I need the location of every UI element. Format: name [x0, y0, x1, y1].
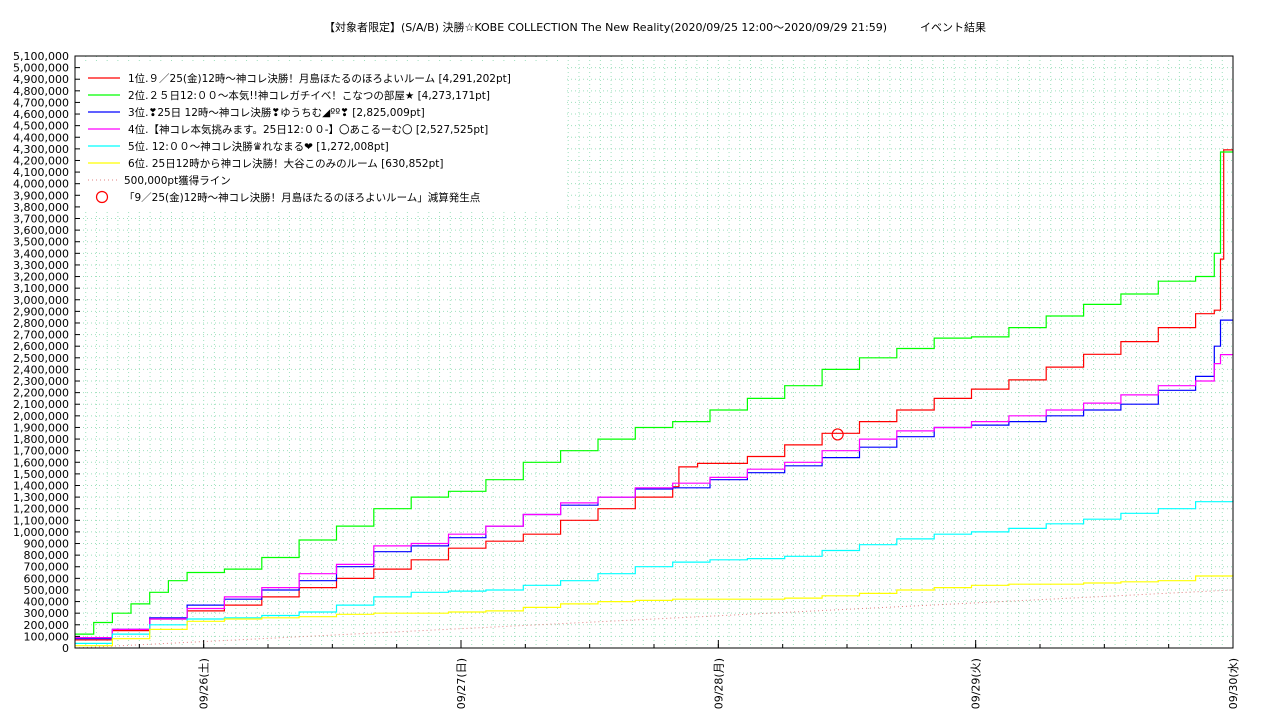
chart-title: 【対象者限定】(S/A/B) 決勝☆KOBE COLLECTION The Ne…	[323, 21, 987, 34]
y-tick-label: 3,500,000	[13, 236, 69, 249]
y-tick-label: 3,100,000	[13, 282, 69, 295]
y-tick-label: 2,300,000	[13, 375, 69, 388]
x-axis: 09/26(土) 09/27(日) 09/28(月) 09/29(火) 09/30(水)	[74, 640, 1240, 709]
series-layer	[75, 149, 1234, 647]
legend-label-5: 5位. 12:００〜神コレ決勝♛れなまる❤ [1,272,008pt]	[128, 140, 389, 153]
y-tick-label: 700,000	[24, 561, 70, 574]
series-line-5	[75, 500, 1234, 644]
y-tick-label: 3,200,000	[13, 271, 69, 284]
y-tick-label: 4,000,000	[13, 178, 69, 191]
series-line-1	[75, 149, 1233, 641]
y-tick-label: 1,300,000	[13, 491, 69, 504]
y-tick-label: 3,000,000	[13, 294, 69, 307]
y-tick-label: 4,600,000	[13, 108, 69, 121]
y-tick-label: 2,900,000	[13, 305, 69, 318]
y-tick-label: 3,400,000	[13, 247, 69, 260]
legend-box	[80, 62, 565, 210]
y-tick-label: 4,700,000	[13, 96, 69, 109]
y-tick-label: 800,000	[24, 549, 70, 562]
y-tick-label: 2,100,000	[13, 398, 69, 411]
y-tick-label: 3,300,000	[13, 259, 69, 272]
legend-swatch-annotation	[95, 190, 109, 204]
y-tick-label: 4,300,000	[13, 143, 69, 156]
y-tick-label: 400,000	[24, 596, 70, 609]
y-tick-label: 4,500,000	[13, 120, 69, 133]
x-tick-label: 09/26(土)	[198, 658, 211, 709]
legend-label-1: 1位.９／25(金)12時〜神コレ決勝！月島ほたるのほろよいルーム [4,291…	[128, 72, 511, 85]
series-line-3	[75, 319, 1233, 640]
y-tick-label: 1,500,000	[13, 468, 69, 481]
y-tick-label: 1,100,000	[13, 514, 69, 527]
y-tick-label: 600,000	[24, 572, 70, 585]
series-line-2	[75, 151, 1233, 635]
y-tick-label: 2,700,000	[13, 329, 69, 342]
legend-label-4: 4位.【神コレ本気挑みます。25日12:００-】〇あこるーむ〇 [2,527,5…	[128, 123, 488, 136]
y-tick-label: 4,100,000	[13, 166, 69, 179]
y-tick-label: 1,400,000	[13, 479, 69, 492]
y-tick-label: 2,400,000	[13, 363, 69, 376]
y-tick-label: 4,200,000	[13, 154, 69, 167]
y-tick-label: 4,900,000	[13, 73, 69, 86]
y-tick-label: 2,000,000	[13, 410, 69, 423]
x-tick-label: 09/28(月)	[712, 658, 725, 709]
y-tick-label: 1,700,000	[13, 445, 69, 458]
y-tick-label: 1,800,000	[13, 433, 69, 446]
y-tick-label: 3,700,000	[13, 213, 69, 226]
legend: 1位.９／25(金)12時〜神コレ決勝！月島ほたるのほろよいルーム [4,291…	[80, 62, 565, 210]
legend-label-2: 2位.２５日12:００〜本気!!神コレガチイベ！こなつの部屋★ [4,273,1…	[128, 89, 490, 102]
legend-label-annotation: 「9／25(金)12時〜神コレ決勝！月島ほたるのほろよいルーム」減算発生点	[124, 191, 480, 204]
y-tick-label: 3,900,000	[13, 189, 69, 202]
legend-label-border: 500,000pt獲得ライン	[124, 174, 231, 187]
x-tick-label: 09/27(日)	[455, 658, 468, 709]
y-tick-label: 200,000	[24, 619, 70, 632]
legend-label-3: 3位.❣25日 12時〜神コレ決勝❣ゆうちむ◢ºº❣ [2,825,009pt]	[128, 106, 425, 119]
series-line-6	[75, 574, 1234, 647]
y-tick-label: 4,400,000	[13, 131, 69, 144]
y-tick-label: 1,900,000	[13, 421, 69, 434]
legend-label-6: 6位. 25日12時から神コレ決勝！大谷このみのルーム [630,852pt]	[128, 157, 444, 170]
y-tick-label: 2,600,000	[13, 340, 69, 353]
y-tick-label: 500,000	[24, 584, 70, 597]
annotation-marker	[831, 428, 844, 441]
y-tick-label: 5,000,000	[13, 62, 69, 75]
y-tick-label: 1,600,000	[13, 456, 69, 469]
y-tick-label: 2,200,000	[13, 387, 69, 400]
y-tick-label: 300,000	[24, 607, 70, 620]
y-tick-label: 2,500,000	[13, 352, 69, 365]
x-tick-label: 09/30(水)	[1227, 658, 1240, 709]
annotation-layer	[831, 428, 844, 441]
y-tick-label: 1,200,000	[13, 503, 69, 516]
y-tick-label: 100,000	[24, 630, 70, 643]
y-tick-label: 3,600,000	[13, 224, 69, 237]
y-tick-label: 900,000	[24, 538, 70, 551]
y-tick-label: 2,800,000	[13, 317, 69, 330]
y-tick-label: 5,100,000	[13, 50, 69, 63]
y-tick-label: 3,800,000	[13, 201, 69, 214]
series-line-4	[75, 354, 1233, 639]
y-axis: 0100,000200,000300,000400,000500,000600,…	[13, 50, 80, 655]
y-tick-label: 4,800,000	[13, 85, 69, 98]
x-tick-label: 09/29(火)	[970, 658, 983, 709]
y-tick-label: 0	[62, 642, 69, 655]
y-tick-label: 1,000,000	[13, 526, 69, 539]
